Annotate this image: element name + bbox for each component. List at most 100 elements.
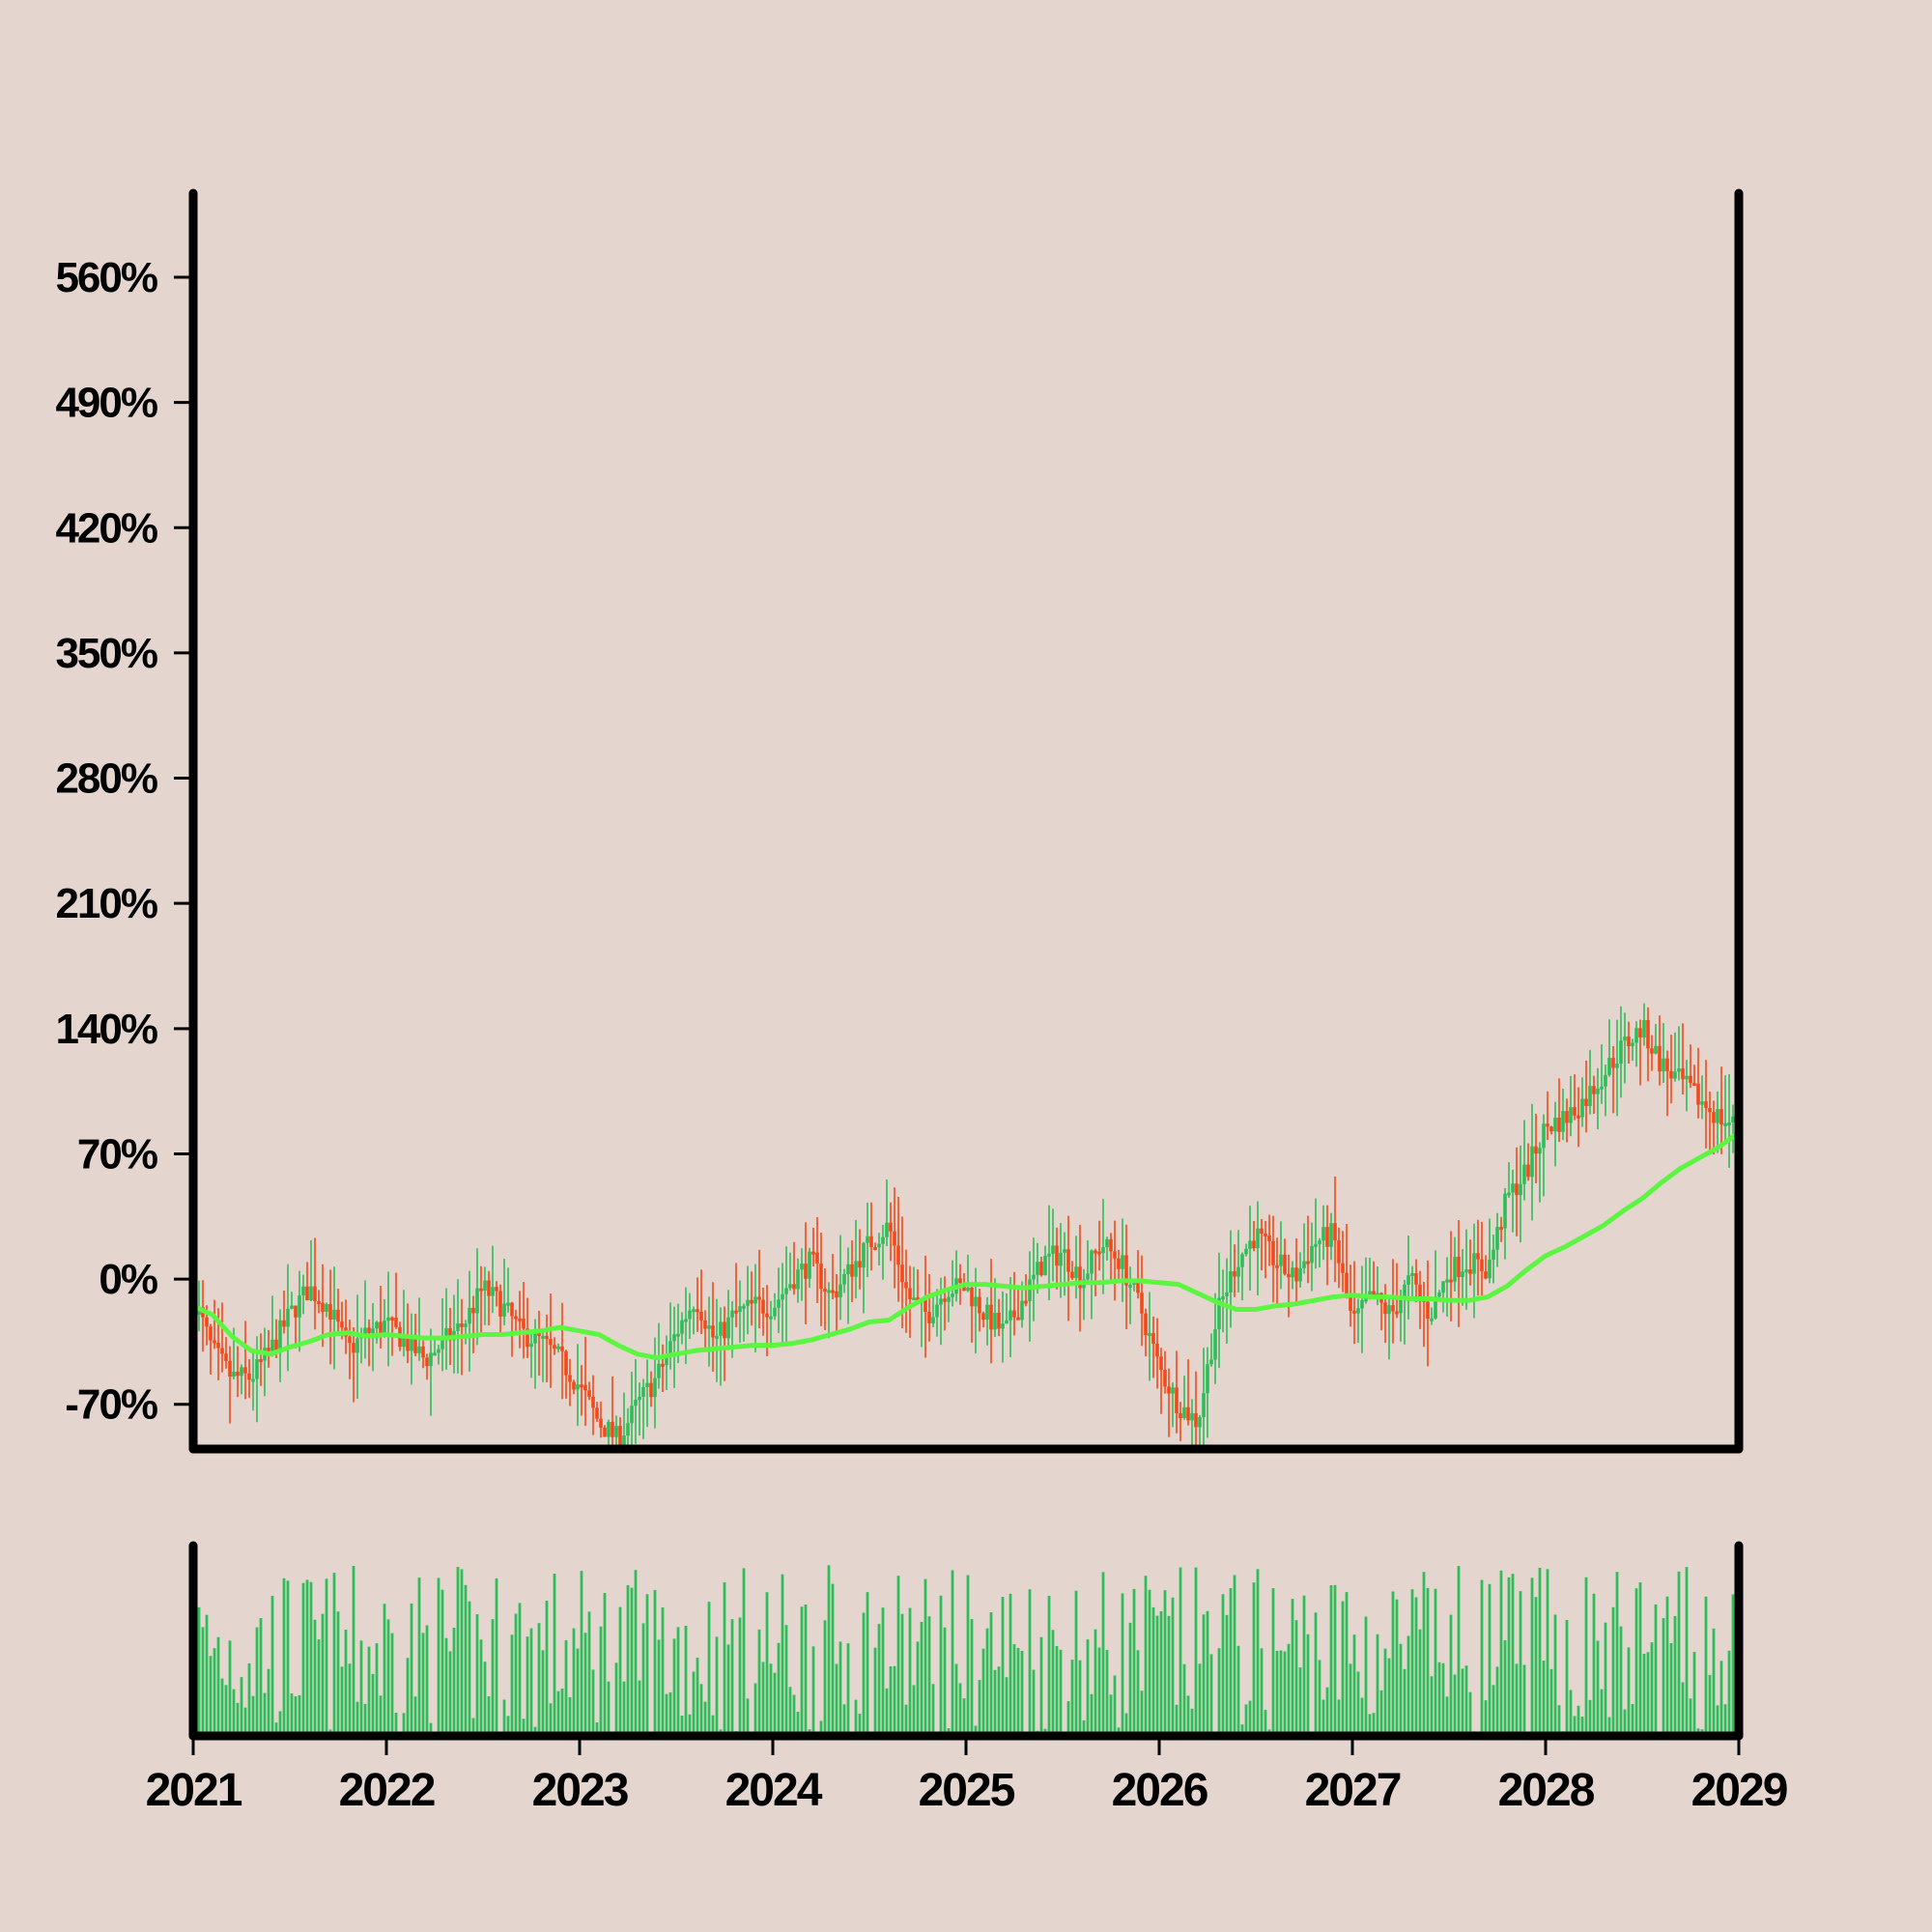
volume-bar — [993, 1669, 997, 1736]
volume-bar — [1151, 1606, 1155, 1736]
volume-bar — [1209, 1654, 1213, 1736]
candle-body — [259, 1359, 263, 1363]
volume-bar — [1012, 1643, 1016, 1736]
candle-body — [1464, 1269, 1468, 1273]
y-tick-label: 490% — [55, 380, 156, 427]
candle-body — [1577, 1115, 1580, 1119]
candle-body — [1399, 1299, 1403, 1314]
candle-body — [232, 1371, 236, 1378]
candle-body — [1005, 1320, 1009, 1324]
volume-bar — [908, 1607, 912, 1736]
candle-body — [352, 1343, 355, 1353]
volume-bar — [526, 1636, 529, 1736]
x-tick-label: 2026 — [1112, 1765, 1208, 1816]
volume-bar — [653, 1589, 657, 1736]
volume-bar — [417, 1577, 421, 1736]
candle-body — [1097, 1251, 1101, 1255]
candle-body — [1607, 1058, 1611, 1075]
candle-body — [236, 1371, 240, 1377]
volume-bar — [904, 1704, 908, 1736]
candle-body — [638, 1396, 641, 1401]
y-tick-label: 350% — [55, 630, 156, 677]
volume-bar — [645, 1594, 649, 1736]
volume-bar — [1372, 1713, 1376, 1736]
volume-bar — [1221, 1594, 1225, 1736]
candle-body — [410, 1334, 413, 1351]
candle-body — [255, 1359, 259, 1379]
volume-bar — [1206, 1610, 1209, 1736]
volume-bar — [1144, 1576, 1148, 1736]
volume-bar — [1248, 1700, 1252, 1736]
volume-bar — [363, 1703, 367, 1736]
candle-body — [1615, 1064, 1619, 1068]
volume-bar — [456, 1567, 460, 1736]
volume-bar — [974, 1725, 978, 1736]
volume-bar — [1109, 1694, 1113, 1736]
candle-body — [1426, 1301, 1430, 1319]
candle-body — [1345, 1272, 1349, 1295]
volume-bar — [545, 1601, 549, 1736]
volume-bar — [723, 1581, 726, 1736]
candle-body — [1333, 1223, 1337, 1241]
volume-bar — [1662, 1618, 1665, 1736]
candle-body — [591, 1396, 595, 1408]
candle-body — [491, 1287, 495, 1296]
candle-body — [823, 1289, 827, 1293]
candle-body — [1159, 1356, 1163, 1371]
volume-bar — [479, 1639, 483, 1736]
volume-bar — [614, 1662, 618, 1736]
candle-body — [900, 1264, 904, 1283]
candle-body — [1364, 1298, 1368, 1302]
volume-bar — [325, 1578, 328, 1736]
candle-body — [1627, 1037, 1631, 1047]
volume-bar — [858, 1714, 862, 1736]
volume-bar — [1584, 1577, 1588, 1736]
volume-bar — [205, 1614, 209, 1736]
candle-body — [1557, 1118, 1561, 1132]
volume-bar — [1538, 1567, 1542, 1736]
volume-bar — [216, 1636, 220, 1736]
candle-body — [657, 1363, 661, 1378]
candle-body — [583, 1384, 587, 1391]
candle-body — [923, 1298, 927, 1313]
volume-bar — [1577, 1705, 1580, 1736]
candle-body — [506, 1302, 510, 1306]
candle-body — [1580, 1098, 1584, 1118]
candle-body — [1117, 1258, 1121, 1269]
candle-body — [1592, 1086, 1596, 1094]
volume-bar — [591, 1669, 595, 1736]
candle-body — [800, 1264, 804, 1270]
volume-bar — [286, 1580, 290, 1736]
volume-bar — [425, 1625, 429, 1736]
candle-body — [715, 1335, 719, 1339]
volume-bar — [487, 1696, 491, 1736]
candle-body — [1121, 1255, 1124, 1269]
candle-body — [653, 1378, 657, 1398]
candle-body — [707, 1325, 711, 1329]
volume-bar — [383, 1604, 386, 1736]
volume-bar — [1503, 1639, 1507, 1736]
volume-bar — [1461, 1668, 1464, 1736]
volume-bar — [502, 1699, 506, 1736]
volume-bar — [1619, 1626, 1623, 1736]
volume-bar — [1488, 1583, 1492, 1736]
candle-body — [1194, 1412, 1198, 1428]
candle-body — [355, 1338, 359, 1353]
volume-bar — [846, 1643, 850, 1736]
candle-body — [730, 1310, 734, 1318]
candle-body — [672, 1334, 676, 1342]
volume-bar — [931, 1684, 935, 1736]
candle-body — [1221, 1296, 1225, 1300]
volume-bar — [1422, 1572, 1426, 1736]
volume-series — [193, 1565, 1739, 1736]
volume-bar — [1515, 1663, 1519, 1736]
candle-body — [927, 1312, 931, 1323]
volume-bar — [1677, 1571, 1681, 1736]
volume-bar — [1005, 1677, 1009, 1736]
volume-bar — [495, 1577, 498, 1736]
volume-bar — [1167, 1615, 1171, 1736]
volume-bar — [715, 1636, 719, 1736]
candle-body — [1646, 1020, 1650, 1049]
volume-bar — [1565, 1620, 1569, 1736]
volume-bar — [823, 1620, 827, 1736]
